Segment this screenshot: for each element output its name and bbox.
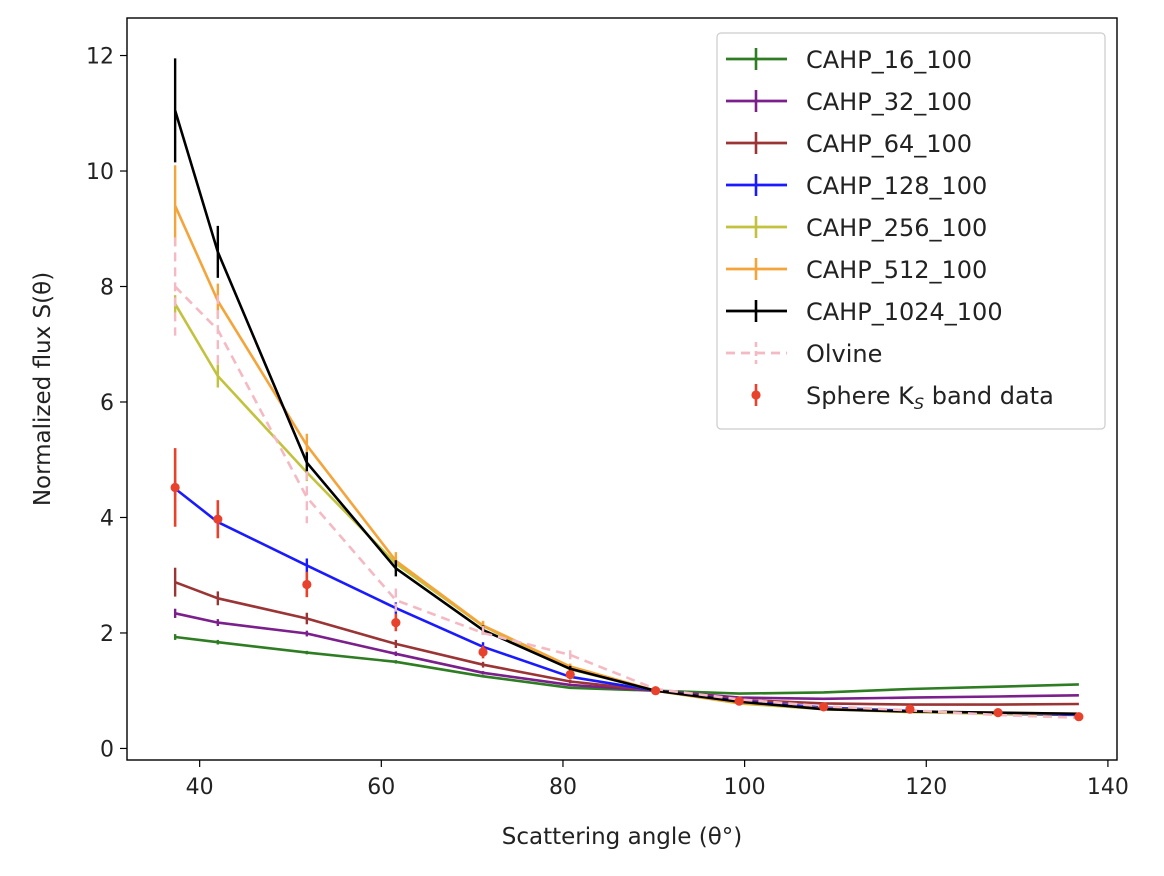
series-CAHP_16_100 [173, 634, 1079, 695]
legend-label: CAHP_1024_100 [806, 298, 1003, 326]
y-tick-label: 4 [100, 506, 114, 531]
x-axis-ticks: 40 60 80 100 120 140 [186, 760, 1129, 800]
series-CAHP_128_100 [173, 481, 1079, 717]
x-tick-label: 80 [549, 775, 577, 800]
legend-item: Sphere KS band data [751, 382, 1054, 413]
data-point [905, 704, 915, 714]
data-point [478, 647, 488, 657]
legend-label: Sphere KS band data [806, 382, 1054, 413]
plot-marks [170, 58, 1084, 722]
series-line [174, 635, 1079, 695]
legend-item: CAHP_512_100 [726, 256, 987, 284]
data-point [651, 686, 661, 696]
y-tick-label: 8 [100, 276, 114, 301]
x-tick-label: 140 [1087, 775, 1129, 800]
data-point [213, 514, 223, 524]
data-point [565, 669, 575, 680]
legend-item: CAHP_128_100 [726, 172, 987, 200]
legend-label: CAHP_128_100 [806, 172, 987, 200]
x-tick-label: 100 [724, 775, 766, 800]
legend-label: CAHP_256_100 [806, 214, 987, 242]
series-line [174, 487, 1079, 717]
series-CAHP_32_100 [173, 608, 1079, 701]
data-point [302, 579, 312, 590]
data-point [391, 617, 401, 628]
legend-box [716, 32, 1106, 430]
data-point [819, 702, 829, 712]
x-tick-label: 40 [186, 775, 214, 800]
legend-marker-swatch [751, 390, 761, 400]
y-tick-label: 12 [86, 45, 114, 70]
data-point [1074, 712, 1084, 722]
y-axis-ticks: 0 2 4 6 8 10 12 [86, 45, 127, 762]
data-point [734, 696, 744, 706]
y-tick-label: 10 [86, 160, 114, 185]
data-point [993, 708, 1003, 718]
legend-item: CAHP_256_100 [726, 214, 987, 242]
legend-label: CAHP_512_100 [806, 256, 987, 284]
series-line [174, 612, 1079, 701]
y-axis-label: Normalized flux S(θ) [30, 272, 56, 506]
data-point [170, 482, 180, 493]
legend: CAHP_16_100 CAHP_32_100 CAHP_64_100 CAHP_12… [716, 32, 1106, 430]
legend-item: CAHP_1024_100 [726, 298, 1003, 326]
x-tick-label: 120 [905, 775, 947, 800]
series-CAHP_64_100 [173, 567, 1079, 706]
y-tick-label: 6 [100, 391, 114, 416]
legend-label: Olvine [806, 340, 882, 368]
legend-item: CAHP_32_100 [726, 88, 972, 116]
series-sphere-data [170, 448, 1084, 722]
y-tick-label: 2 [100, 622, 114, 647]
legend-label: CAHP_16_100 [806, 46, 972, 74]
legend-label: CAHP_32_100 [806, 88, 972, 116]
y-tick-label: 0 [100, 737, 114, 762]
series-line [174, 285, 1079, 720]
legend-item: Olvine [726, 340, 882, 368]
series-Olvine [173, 237, 1079, 720]
legend-item: CAHP_16_100 [726, 46, 972, 74]
series-line [174, 580, 1079, 706]
x-axis-label: Scattering angle (θ°) [502, 824, 743, 850]
plot-frame [126, 17, 1118, 761]
legend-label: CAHP_64_100 [806, 130, 972, 158]
x-tick-label: 60 [367, 775, 395, 800]
legend-item: CAHP_64_100 [726, 130, 972, 158]
